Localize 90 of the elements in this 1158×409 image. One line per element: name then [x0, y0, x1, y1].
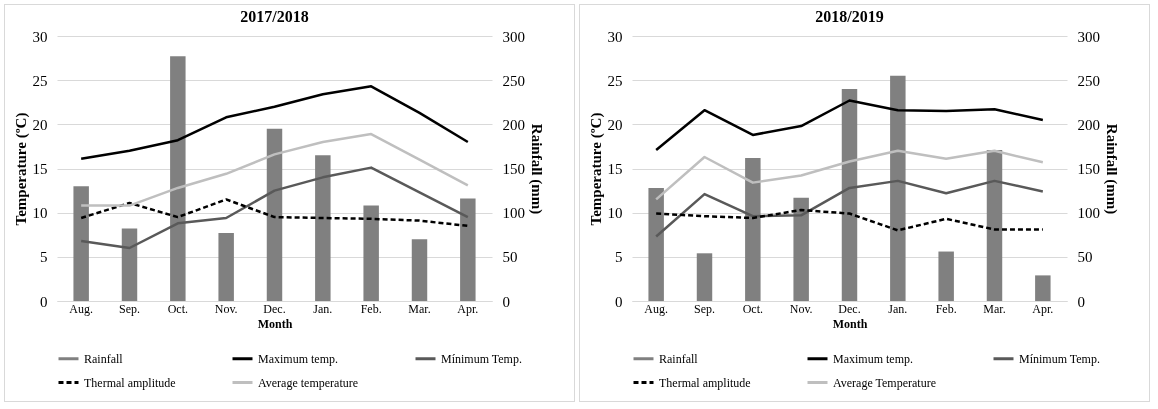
- legend-label: Rainfall: [84, 351, 124, 366]
- x-tick-label: Feb.: [360, 301, 382, 316]
- legend-label: Thermal amplitude: [84, 375, 176, 390]
- bar: [890, 75, 906, 301]
- bar: [363, 205, 379, 301]
- y2-tick-label: 50: [1077, 249, 1093, 266]
- line-series: [79, 166, 470, 250]
- line-series: [79, 132, 470, 207]
- bar: [170, 56, 186, 301]
- y2-axis-title: Rainfall (mm): [528, 123, 545, 215]
- bar: [745, 157, 761, 301]
- bar: [696, 253, 713, 301]
- y-axis-title: Temperature (ºC): [587, 112, 605, 226]
- legend-label: Rainfall: [659, 351, 699, 366]
- line-series: [654, 208, 1045, 232]
- line-series: [654, 179, 1045, 238]
- x-tick-label: Nov.: [789, 301, 813, 316]
- y2-tick-label: 250: [1077, 72, 1100, 89]
- y-tick-label: 15: [607, 161, 623, 177]
- bar: [938, 251, 954, 301]
- legend-label: Maximum temp.: [833, 351, 913, 366]
- x-tick-label: Dec.: [263, 301, 286, 316]
- bar: [315, 155, 331, 301]
- bar: [218, 232, 234, 301]
- bar: [793, 197, 809, 301]
- y2-tick-label: 300: [502, 28, 525, 45]
- y-tick-label: 30: [32, 28, 48, 45]
- x-tick-label: Feb.: [935, 301, 957, 316]
- y2-tick-label: 250: [502, 72, 525, 89]
- y2-tick-label: 50: [502, 249, 518, 266]
- y-tick-label: 25: [32, 72, 48, 89]
- y2-tick-label: 0: [502, 293, 510, 310]
- y-tick-label: 5: [40, 249, 48, 266]
- x-tick-label: Sep.: [694, 301, 715, 316]
- y2-tick-label: 150: [1077, 161, 1100, 177]
- y-tick-label: 20: [607, 116, 623, 133]
- y2-tick-label: 200: [502, 116, 525, 133]
- y-tick-label: 0: [615, 293, 623, 310]
- x-axis-title: Month: [257, 316, 293, 331]
- y2-tick-label: 300: [1077, 28, 1100, 45]
- y-tick-label: 0: [40, 293, 48, 310]
- legend-label: Maximum temp.: [258, 351, 338, 366]
- y2-axis-title: Rainfall (mm): [1103, 123, 1120, 215]
- x-tick-label: Aug.: [644, 301, 668, 316]
- bar: [1035, 275, 1051, 301]
- y2-tick-label: 0: [1077, 293, 1085, 310]
- y-axis-title: Temperature (ºC): [12, 112, 30, 226]
- bar: [73, 186, 89, 301]
- x-tick-label: Oct.: [167, 301, 188, 316]
- y-tick-label: 5: [615, 249, 623, 266]
- x-tick-label: Mar.: [983, 301, 1006, 316]
- x-tick-label: Aug.: [69, 301, 93, 316]
- bar: [460, 198, 476, 301]
- bar: [121, 228, 138, 301]
- legend-label: Mínimum Temp.: [1019, 351, 1100, 366]
- y-tick-label: 15: [32, 161, 48, 177]
- x-tick-label: Sep.: [119, 301, 140, 316]
- y-tick-label: 20: [32, 116, 48, 133]
- bar: [266, 128, 283, 301]
- bar: [411, 239, 428, 301]
- line-series: [79, 198, 470, 228]
- bar: [648, 187, 664, 301]
- y2-tick-label: 100: [502, 205, 525, 222]
- y-tick-label: 10: [32, 205, 48, 222]
- chart-title: 2018/2019: [815, 8, 884, 25]
- y-tick-label: 10: [607, 205, 623, 222]
- y2-tick-label: 200: [1077, 116, 1100, 133]
- x-tick-label: Oct.: [742, 301, 763, 316]
- y2-tick-label: 150: [502, 161, 525, 177]
- y-tick-label: 25: [607, 72, 623, 89]
- legend-label: Thermal amplitude: [659, 375, 751, 390]
- x-tick-label: Mar.: [408, 301, 431, 316]
- line-series: [79, 85, 470, 161]
- bar: [986, 149, 1003, 301]
- line-series: [654, 149, 1045, 201]
- legend-label: Average temperature: [258, 375, 359, 390]
- y-tick-label: 30: [607, 28, 623, 45]
- x-tick-label: Jan.: [888, 301, 908, 316]
- x-tick-label: Apr.: [1032, 301, 1054, 316]
- x-tick-label: Dec.: [838, 301, 861, 316]
- chart-title: 2017/2018: [240, 8, 309, 25]
- x-tick-label: Jan.: [313, 301, 333, 316]
- line-series: [654, 99, 1045, 152]
- y2-tick-label: 100: [1077, 205, 1100, 222]
- legend-label: Average Temperature: [833, 375, 936, 390]
- bar: [841, 89, 858, 301]
- legend-label: Mínimum Temp.: [441, 351, 522, 366]
- x-tick-label: Apr.: [457, 301, 479, 316]
- x-tick-label: Nov.: [214, 301, 238, 316]
- x-axis-title: Month: [832, 316, 868, 331]
